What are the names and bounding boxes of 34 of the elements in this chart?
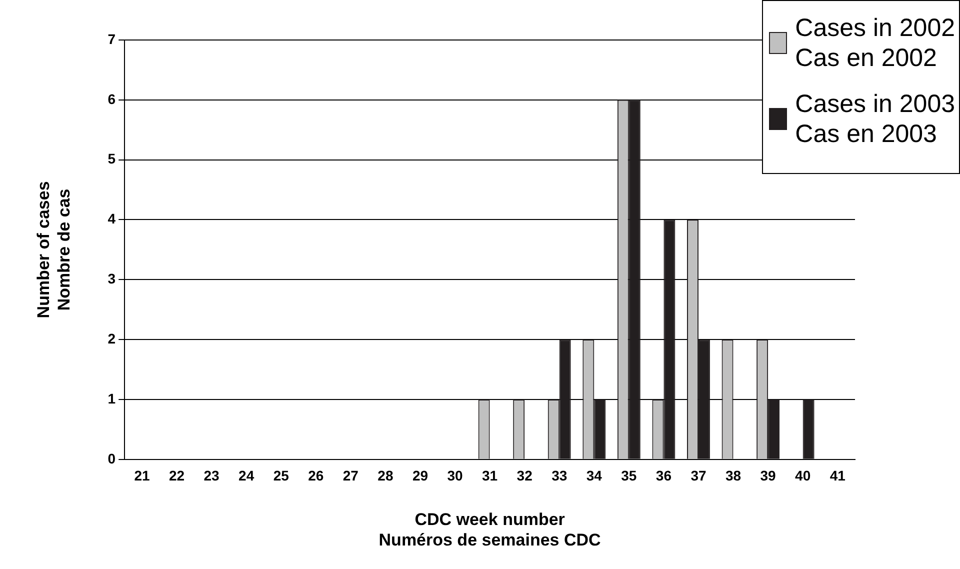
- x-tick-label: 26: [308, 468, 324, 484]
- x-tick-label: 29: [412, 468, 428, 484]
- x-tick-label: 24: [238, 468, 254, 484]
- y-tick-label: 7: [108, 30, 116, 47]
- x-tick-label: 28: [378, 468, 394, 484]
- x-tick-label: 31: [482, 468, 498, 484]
- x-tick-label: 36: [656, 468, 672, 484]
- x-tick-label: 32: [516, 468, 533, 484]
- x-tick-label: 34: [586, 468, 602, 484]
- x-tick-label: 37: [690, 468, 706, 484]
- bar: [802, 399, 814, 459]
- x-tick-label: 33: [552, 468, 568, 484]
- x-tick-label: 23: [204, 468, 220, 484]
- y-tick-label: 1: [108, 390, 116, 406]
- x-tick-label: 21: [134, 468, 150, 484]
- y-tick-label: 0: [108, 450, 116, 466]
- x-tick-label: 27: [342, 468, 359, 484]
- x-tick-label: 35: [621, 468, 637, 484]
- x-tick-label: 41: [830, 468, 846, 484]
- x-tick-label: 39: [760, 468, 776, 484]
- x-tick-label: 30: [447, 468, 464, 484]
- x-tick-label: 22: [168, 468, 185, 484]
- y-tick-label: 3: [108, 270, 116, 287]
- legend-label: Cases in 2002 Cas en 2002: [795, 13, 955, 73]
- y-axis-title: Number of cases Nombre de cas: [34, 181, 74, 318]
- y-tick-label: 6: [108, 90, 116, 107]
- x-axis-title: CDC week number Numéros de semaines CDC: [378, 510, 601, 550]
- x-tick-label: 40: [795, 468, 811, 484]
- y-tick-label: 4: [108, 210, 116, 227]
- x-tick-label: 25: [273, 468, 290, 484]
- y-tick-label: 2: [108, 330, 116, 346]
- y-tick-label: 5: [108, 150, 116, 167]
- x-tick-label: 38: [725, 468, 742, 484]
- legend-label: Cases in 2003 Cas en 2003: [795, 89, 955, 149]
